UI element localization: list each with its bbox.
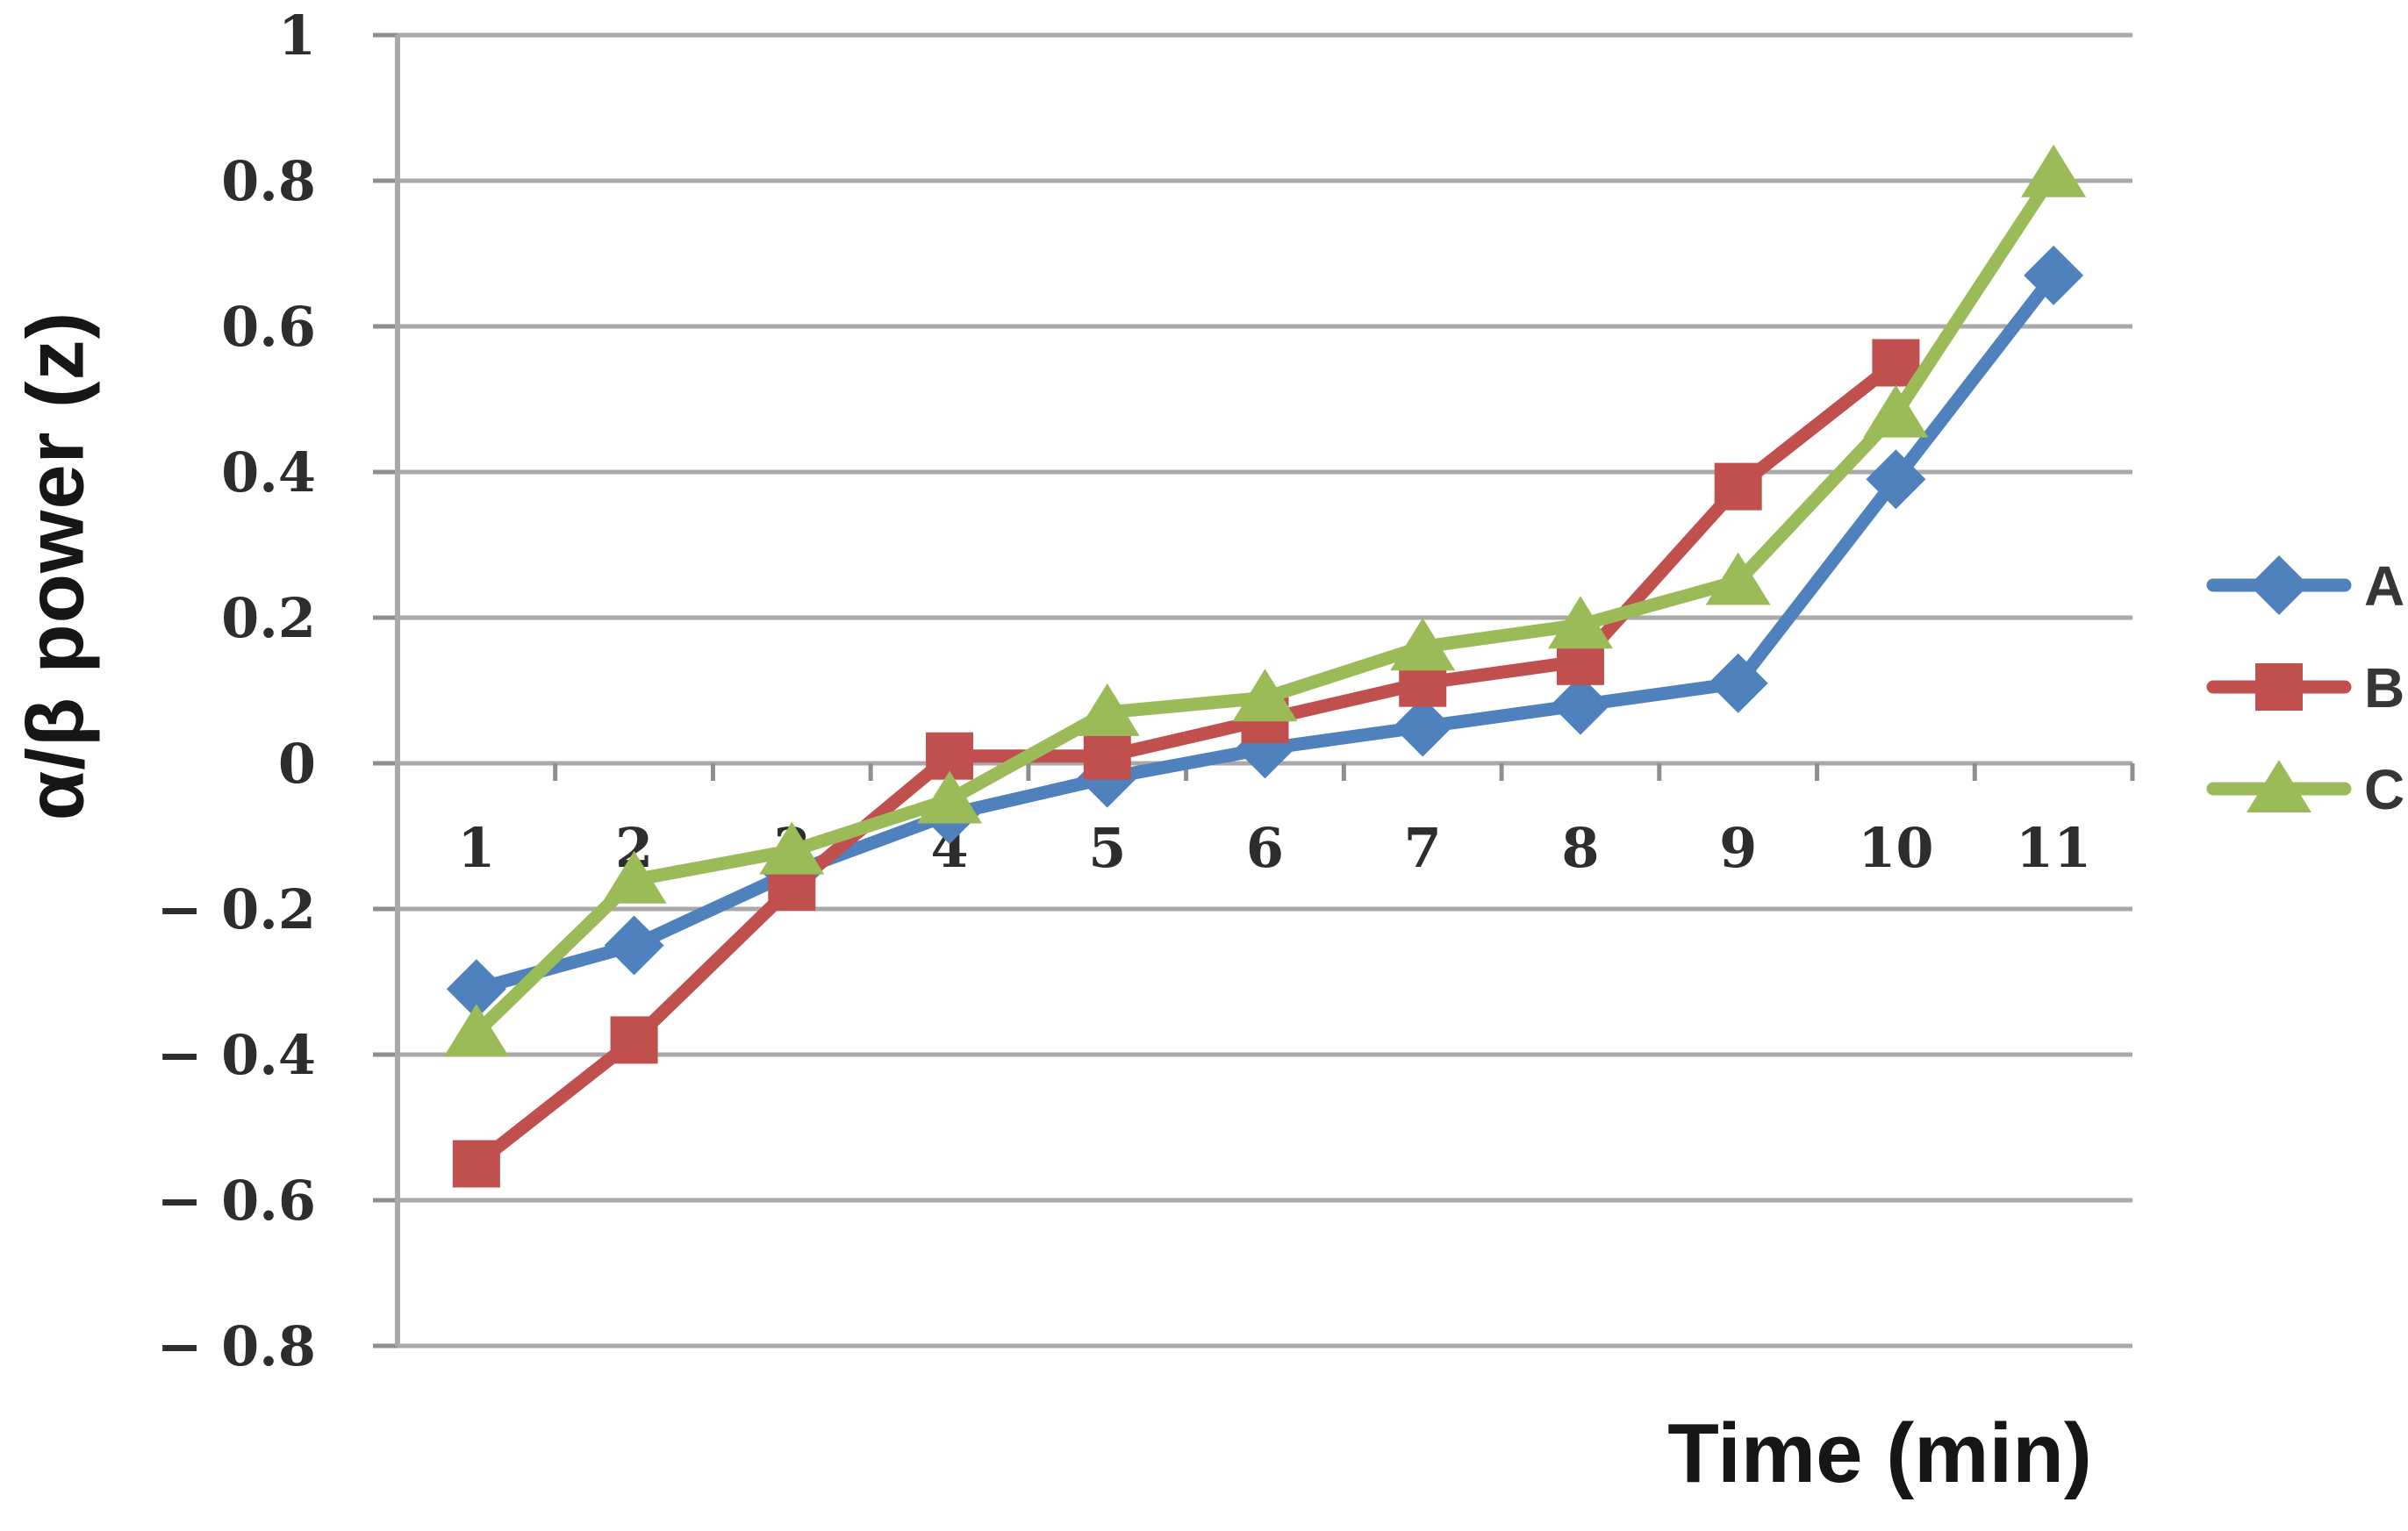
y-tick-label: − 0.2 bbox=[157, 877, 316, 941]
y-tick-label: 0 bbox=[278, 732, 316, 796]
series-marker-C-triangle-icon bbox=[443, 1004, 509, 1057]
series-marker-A-diamond-icon bbox=[1708, 653, 1768, 713]
series-marker-B-square-icon bbox=[452, 1140, 500, 1188]
legend-label-B: B bbox=[2364, 656, 2404, 719]
series-marker-C-triangle-icon bbox=[1074, 683, 1140, 736]
series-marker-A-diamond-icon bbox=[604, 915, 664, 976]
series-line-A bbox=[469, 268, 2060, 996]
x-tick-label: 11 bbox=[2016, 816, 2091, 880]
series-line-B bbox=[469, 356, 1903, 1170]
y-tick-label: − 0.8 bbox=[157, 1314, 316, 1378]
series-marker-C-triangle-icon bbox=[759, 821, 825, 875]
series-B bbox=[452, 339, 1920, 1188]
y-tick-label: 0.4 bbox=[221, 440, 316, 504]
series-marker-A-diamond-icon bbox=[1866, 449, 1926, 510]
series-marker-B-square-icon bbox=[1714, 462, 1762, 511]
y-tick-label: − 0.4 bbox=[157, 1023, 316, 1087]
x-tick-label: 7 bbox=[1404, 816, 1442, 880]
legend-item-C: C bbox=[2206, 758, 2404, 821]
series-marker-A-diamond-icon bbox=[446, 959, 506, 1019]
x-tick-label: 9 bbox=[1719, 816, 1757, 880]
legend-label-C: C bbox=[2364, 758, 2404, 821]
y-tick-label: 0.2 bbox=[221, 586, 316, 650]
legend-item-B: B bbox=[2206, 656, 2404, 719]
series-marker-C-triangle-icon bbox=[2021, 144, 2087, 197]
series-marker-C-triangle-icon bbox=[601, 850, 667, 904]
legend-marker-C-triangle-icon bbox=[2247, 760, 2311, 812]
series-marker-A-diamond-icon bbox=[1393, 697, 1453, 757]
y-tick-label: 1 bbox=[278, 4, 316, 68]
y-tick-label: − 0.6 bbox=[157, 1169, 316, 1233]
series-marker-C-triangle-icon bbox=[1547, 596, 1613, 649]
legend-marker-A-diamond-icon bbox=[2249, 555, 2309, 615]
series-marker-C-triangle-icon bbox=[1863, 384, 1929, 438]
legend-marker-B-square-icon bbox=[2255, 663, 2303, 711]
series-marker-C-triangle-icon bbox=[1232, 669, 1298, 722]
y-tick-label: 0.8 bbox=[221, 149, 316, 213]
x-tick-label: 8 bbox=[1561, 816, 1599, 880]
series-marker-A-diamond-icon bbox=[2024, 245, 2084, 305]
series-marker-C-triangle-icon bbox=[917, 770, 983, 824]
legend-item-A: A bbox=[2206, 554, 2404, 618]
series-marker-B-square-icon bbox=[610, 1016, 658, 1064]
x-tick-label: 5 bbox=[1088, 816, 1126, 880]
x-tick-label: 1 bbox=[457, 816, 495, 880]
x-tick-label: 6 bbox=[1246, 816, 1284, 880]
series-C bbox=[443, 144, 2087, 1057]
x-axis-title: Time (min) bbox=[1667, 1406, 2092, 1500]
series-marker-C-triangle-icon bbox=[1390, 618, 1456, 671]
series-marker-C-triangle-icon bbox=[1705, 552, 1771, 605]
series-marker-B-square-icon bbox=[1083, 732, 1131, 780]
x-tick-label: 10 bbox=[1858, 816, 1933, 880]
legend-label-A: A bbox=[2364, 554, 2404, 618]
y-axis-title: α/β power (z) bbox=[11, 311, 101, 821]
series-A bbox=[446, 245, 2084, 1019]
y-tick-label: 0.6 bbox=[221, 295, 316, 359]
series-marker-A-diamond-icon bbox=[1550, 675, 1610, 735]
